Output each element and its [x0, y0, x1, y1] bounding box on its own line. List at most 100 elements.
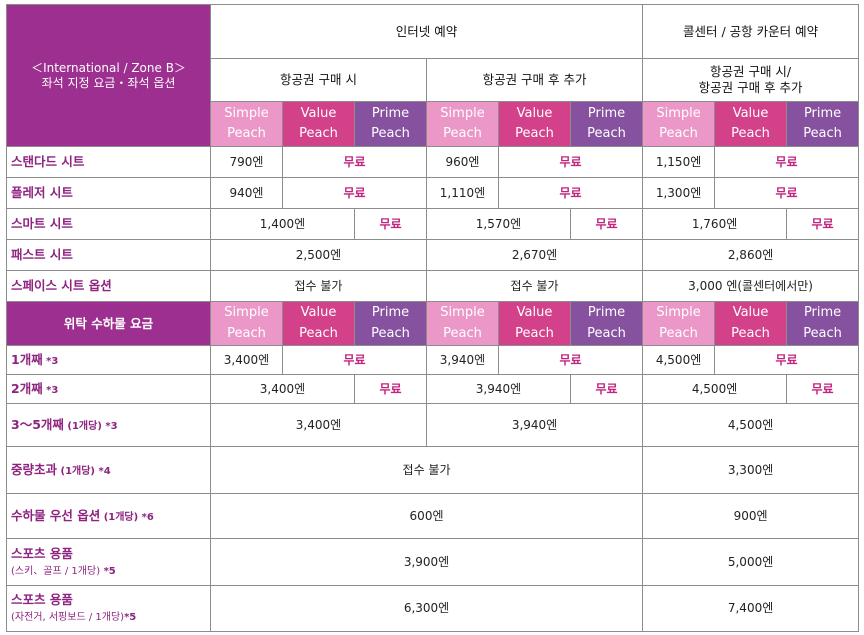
free-cell: 무료: [786, 208, 860, 240]
free-cell: 무료: [354, 374, 427, 404]
price-cell: 3,400엔: [210, 403, 427, 447]
price-cell: 3,940엔: [426, 374, 571, 404]
baggage-section-title: 위탁 수하물 요금: [6, 301, 211, 346]
free-cell: 무료: [569, 208, 644, 240]
row-label-text: 스포츠 용품: [11, 545, 73, 561]
row-label-sub: (1개당): [63, 420, 102, 432]
free-cell: 무료: [354, 208, 427, 240]
price-cell: 1,400엔: [210, 208, 355, 240]
fare-simple-peach: Simple Peach: [426, 101, 499, 147]
price-cell: 3,300엔: [642, 446, 860, 494]
table-title: ＜International / Zone B＞ 좌석 지정 요금・좌석 옵션: [6, 4, 211, 147]
price-cell: 1,760엔: [642, 208, 788, 240]
price-cell: 접수 불가: [425, 270, 644, 302]
price-cell: 2,860엔: [642, 239, 860, 271]
at-purchase-header: 항공권 구매 시: [210, 58, 427, 102]
fare-name-line2: Peach: [659, 126, 698, 141]
baggage-header-row: 위탁 수하물 요금 Simple Peach Value Peach Prime Pe…: [6, 301, 860, 346]
free-cell: 무료: [497, 146, 644, 178]
baggage-row-sports-bike: 스포츠 용품 (자전거, 서핑보드 / 1개당)*5 6,300엔 7,400엔: [6, 585, 860, 632]
price-cell: 3,940엔: [426, 345, 499, 375]
row-label: 스탠다드 시트: [6, 146, 211, 178]
price-cell: 3,940엔: [425, 403, 644, 447]
price-cell: 2,670엔: [425, 239, 644, 271]
fare-simple-peach: Simple Peach: [426, 301, 499, 346]
price-cell: 960엔: [426, 146, 499, 178]
price-cell: 3,400엔: [210, 345, 283, 375]
footnote-ref: *3: [101, 420, 118, 432]
channel-header-row: ＜International / Zone B＞ 좌석 지정 요금・좌석 옵션 …: [6, 4, 860, 147]
row-label: 수하물 우선 옵션 (1개당) *6: [6, 493, 211, 539]
fare-name-line2: Peach: [659, 325, 698, 341]
fare-prime-peach: Prime Peach: [786, 301, 860, 346]
baggage-row-second: 2개째 *3 3,400엔 무료 3,940엔 무료 4,500엔 무료: [6, 374, 860, 404]
free-cell: 무료: [569, 374, 644, 404]
row-label-sub: (1개당): [100, 511, 139, 523]
price-cell: 1,150엔: [642, 146, 716, 178]
row-label: 2개째 *3: [6, 374, 211, 404]
fare-name-line1: Simple: [656, 105, 701, 121]
fare-name-line1: Simple: [440, 305, 485, 321]
footnote-ref: *5: [100, 565, 116, 577]
price-cell: 5,000엔: [642, 538, 860, 586]
row-label: 스마트 시트: [6, 208, 211, 240]
fare-name-line1: Value: [732, 305, 769, 321]
fare-prime-peach: Prime Peach: [569, 101, 644, 147]
fare-name-line2: Peach: [587, 325, 626, 341]
seat-row-smart: 스마트 시트 1,400엔 무료 1,570엔 무료 1,760엔 무료: [6, 208, 860, 240]
price-cell: 접수 불가: [210, 270, 427, 302]
fare-value-peach: Value Peach: [282, 101, 355, 147]
row-label-text: 수하물 우선 옵션: [11, 507, 101, 523]
fare-name-line1: Value: [516, 105, 553, 121]
footnote-ref: *6: [138, 511, 154, 523]
fare-name-line2: Peach: [731, 126, 770, 141]
fare-name-line2: Peach: [371, 126, 410, 141]
internet-booking-header: 인터넷 예약: [209, 4, 644, 59]
free-cell: 무료: [714, 146, 860, 178]
fare-name-line2: Peach: [299, 325, 338, 341]
fare-name-line1: Prime: [371, 105, 410, 121]
price-cell: 1,110엔: [426, 177, 499, 209]
price-cell: 940엔: [210, 177, 283, 209]
row-label-text: 스포츠 용품: [11, 592, 73, 608]
row-label-sub: (스키、골프 / 1개당): [11, 565, 101, 577]
fare-name-line2: Peach: [515, 325, 554, 341]
fare-value-peach: Value Peach: [714, 101, 788, 147]
fare-type-row: Simple Peach Value Peach Prime Peach Simple…: [7, 101, 860, 147]
fare-name-line1: Simple: [440, 105, 485, 121]
table-title-line1: ＜International / Zone B＞: [31, 60, 186, 75]
price-cell: 790엔: [210, 146, 283, 178]
price-cell: 4,500엔: [642, 374, 788, 404]
row-label-sub: (1개당): [57, 465, 95, 477]
price-cell: 1,570엔: [426, 208, 571, 240]
fare-name-line1: Simple: [224, 105, 269, 121]
price-cell: 7,400엔: [642, 585, 860, 632]
fare-name-line1: Prime: [803, 105, 842, 121]
row-label-sub: (자전거, 서핑보드 / 1개당): [11, 612, 125, 624]
row-label: 스페이스 시트 옵션: [6, 270, 211, 302]
callcenter-timing-header: 항공권 구매 시/ 항공권 구매 후 추가: [642, 58, 860, 102]
fare-name-line1: Prime: [371, 305, 410, 321]
fare-name-line1: Simple: [656, 305, 701, 321]
price-cell: 2,500엔: [210, 239, 427, 271]
fee-table: ＜International / Zone B＞ 좌석 지정 요금・좌석 옵션 …: [6, 4, 860, 632]
fare-prime-peach: Prime Peach: [354, 301, 427, 346]
fare-name-line2: Peach: [443, 325, 482, 341]
price-cell: 1,300엔: [642, 177, 716, 209]
free-cell: 무료: [714, 345, 860, 375]
fare-name-line1: Prime: [587, 305, 626, 321]
fare-name-line2: Peach: [515, 126, 554, 141]
footnote-ref: *5: [124, 612, 137, 624]
fare-name-line2: Peach: [803, 325, 842, 341]
fare-value-peach: Value Peach: [714, 301, 788, 346]
fare-name-line1: Value: [732, 105, 769, 121]
baggage-row-priority: 수하물 우선 옵션 (1개당) *6 600엔 900엔: [6, 493, 860, 539]
price-cell: 600엔: [209, 493, 644, 539]
fare-value-peach: Value Peach: [282, 301, 355, 346]
row-label-text: 3～5개째: [11, 416, 64, 432]
row-label: 스포츠 용품 (자전거, 서핑보드 / 1개당)*5: [6, 585, 211, 632]
free-cell: 무료: [714, 177, 860, 209]
footnote-ref: *3: [42, 384, 59, 396]
price-cell: 3,400엔: [210, 374, 355, 404]
fare-name-line2: Peach: [443, 126, 482, 141]
